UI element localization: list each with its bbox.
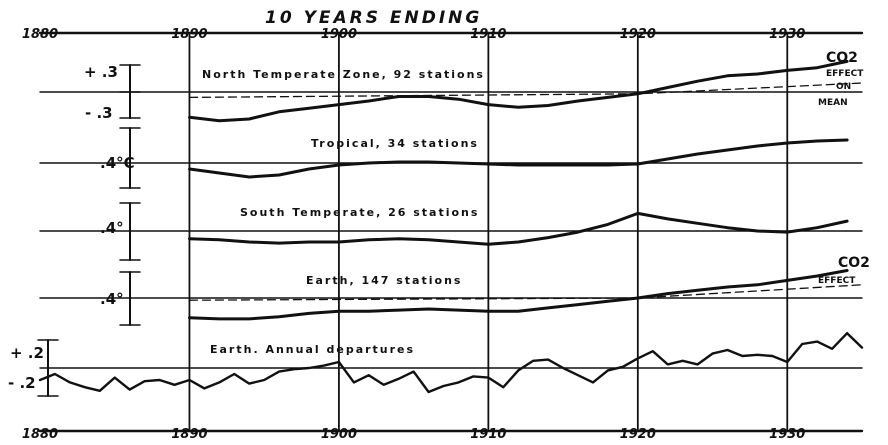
effect-label: EFFECT: [826, 69, 864, 79]
co2-label-earth: CO2: [838, 255, 870, 271]
co2-label: CO2: [826, 50, 858, 66]
series-curves: [38, 59, 864, 394]
x-tick-top-1910: 1910: [470, 27, 506, 42]
co2-annotation-north: CO2 EFFECT ON MEAN: [818, 50, 864, 108]
scale-bars: + .3 - .3 .4°C .4° .4° + .2 - .2: [8, 63, 141, 397]
panel-label-south: South Temperate, 26 stations: [240, 206, 479, 219]
scale-label-1-0: .4°C: [100, 154, 135, 172]
series-line-panel-0: [188, 59, 849, 123]
scale-label-0-0: + .3: [84, 63, 118, 81]
panel-label-earth: Earth, 147 stations: [306, 274, 462, 287]
x-tick-bottom-1910: 1910: [470, 427, 506, 442]
x-tick-top-1900: 1900: [321, 27, 357, 42]
x-tick-top-1880: 1880: [22, 27, 58, 42]
series-line-panel-3: [188, 269, 849, 321]
x-tick-bottom-1900: 1900: [321, 427, 357, 442]
x-tick-bottom-1930: 1930: [769, 427, 805, 442]
co2-annotation-earth: CO2 EFFECT: [818, 255, 870, 286]
scale-label-0-1: - .3: [85, 104, 113, 122]
mean-label: MEAN: [818, 98, 848, 108]
scale-label-4-0: + .2: [10, 344, 44, 362]
series-line-panel-4: [38, 332, 864, 394]
tick-labels: 1880 1890 1900 1910 1920 1930 1880 1890 1900 1910…: [22, 27, 805, 442]
co2-effect-line-panel-3: [188, 284, 863, 301]
scale-label-3-0: .4°: [100, 290, 124, 308]
x-tick-top-1930: 1930: [769, 27, 805, 42]
panel-label-north: North Temperate Zone, 92 stations: [202, 68, 485, 81]
panel-label-tropical: Tropical, 34 stations: [311, 137, 479, 150]
x-tick-bottom-1890: 1890: [171, 427, 207, 442]
panel-label-annual: Earth. Annual departures: [210, 343, 415, 356]
chart-title: 10 YEARS ENDING: [265, 8, 482, 28]
series-line-panel-1: [188, 138, 849, 179]
effect-label-earth: EFFECT: [818, 276, 856, 286]
x-tick-bottom-1920: 1920: [620, 427, 656, 442]
co2-effect-line-panel-0: [188, 82, 863, 99]
x-tick-top-1890: 1890: [171, 27, 207, 42]
scale-label-2-0: .4°: [100, 219, 124, 237]
on-label: ON: [836, 82, 851, 92]
x-tick-top-1920: 1920: [620, 27, 656, 42]
scale-label-4-1: - .2: [8, 374, 36, 392]
x-tick-bottom-1880: 1880: [22, 427, 58, 442]
frame: [38, 31, 864, 433]
series-line-panel-2: [188, 211, 849, 246]
